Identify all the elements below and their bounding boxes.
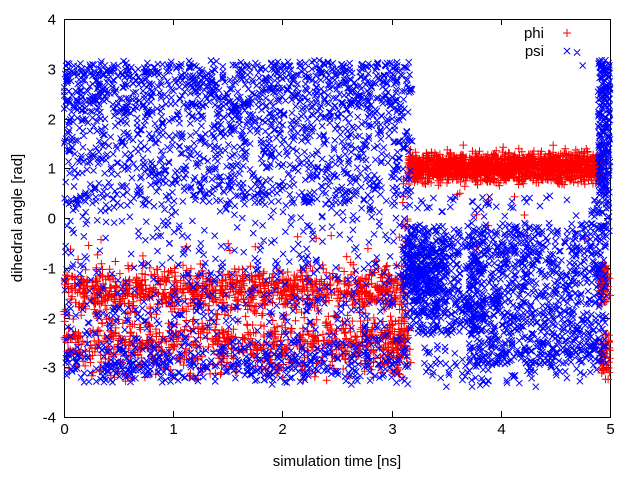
y-axis-title: dihedral angle [rad] — [9, 154, 26, 282]
x-axis-title: simulation time [ns] — [273, 453, 401, 470]
x-tick-label: 3 — [388, 421, 396, 438]
x-tick-label: 5 — [606, 421, 614, 438]
y-tick-label: -1 — [43, 261, 56, 278]
y-tick-label: -4 — [43, 410, 56, 427]
psi-points — [60, 49, 614, 391]
y-tick-label: 3 — [48, 62, 56, 79]
x-tick-labels: 0 1 2 3 4 5 — [60, 421, 614, 438]
x-tick-label: 1 — [169, 421, 177, 438]
x-tick-label: 4 — [497, 421, 505, 438]
y-tick-label: 1 — [48, 161, 56, 178]
legend-marker-psi — [563, 47, 571, 55]
x-tick-label: 0 — [60, 421, 68, 438]
legend-label-psi: psi — [525, 43, 544, 60]
y-tick-labels: -4 -3 -2 -1 0 1 2 3 4 — [43, 12, 56, 427]
y-tick-label: -3 — [43, 360, 56, 377]
y-tick-label: 0 — [48, 211, 56, 228]
legend-marker-phi — [563, 29, 571, 37]
y-tick-label: 2 — [48, 112, 56, 129]
y-tick-label: 4 — [48, 12, 56, 29]
x-tick-label: 2 — [278, 421, 286, 438]
y-tick-label: -2 — [43, 311, 56, 328]
legend-label-phi: phi — [524, 25, 544, 42]
